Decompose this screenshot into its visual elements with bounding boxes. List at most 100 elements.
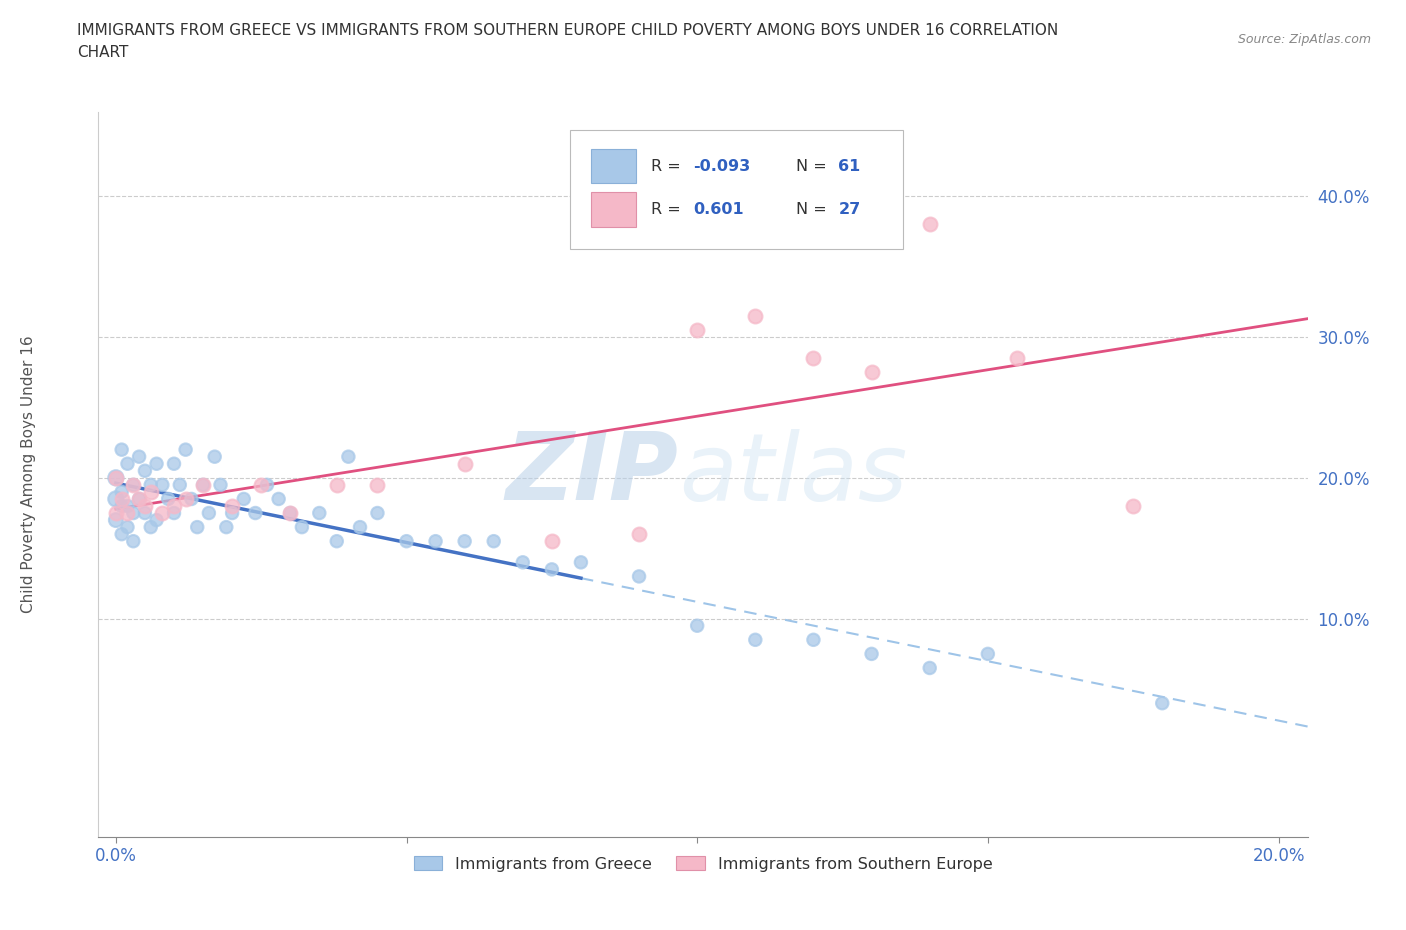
- Point: [278, 506, 301, 521]
- Point: [117, 506, 139, 521]
- Point: [860, 365, 883, 379]
- Text: Source: ZipAtlas.com: Source: ZipAtlas.com: [1237, 33, 1371, 46]
- Point: [122, 534, 145, 549]
- Point: [163, 457, 186, 472]
- Point: [150, 477, 173, 492]
- Point: [326, 477, 349, 492]
- Bar: [591, 149, 637, 183]
- Point: [180, 492, 202, 507]
- Point: [145, 457, 167, 472]
- Point: [174, 442, 197, 457]
- Point: [482, 534, 505, 549]
- Point: [204, 449, 226, 464]
- Y-axis label: Child Poverty Among Boys Under 16: Child Poverty Among Boys Under 16: [21, 336, 37, 613]
- Point: [139, 520, 162, 535]
- Text: R =: R =: [651, 158, 686, 174]
- Text: -0.093: -0.093: [693, 158, 751, 174]
- Point: [232, 492, 254, 507]
- Point: [111, 485, 134, 499]
- Text: 61: 61: [838, 158, 860, 174]
- Point: [256, 477, 278, 492]
- Point: [803, 632, 825, 647]
- Point: [134, 506, 156, 521]
- Point: [628, 526, 651, 541]
- Point: [1152, 696, 1174, 711]
- Point: [686, 323, 709, 338]
- Point: [191, 477, 214, 492]
- Point: [198, 506, 221, 521]
- Text: atlas: atlas: [679, 429, 907, 520]
- Point: [308, 506, 330, 521]
- Text: IMMIGRANTS FROM GREECE VS IMMIGRANTS FROM SOUTHERN EUROPE CHILD POVERTY AMONG BO: IMMIGRANTS FROM GREECE VS IMMIGRANTS FRO…: [77, 23, 1059, 38]
- Point: [117, 520, 139, 535]
- Point: [128, 449, 150, 464]
- Point: [366, 477, 388, 492]
- Point: [104, 471, 127, 485]
- Point: [512, 555, 534, 570]
- Point: [245, 506, 267, 521]
- Point: [186, 520, 208, 535]
- Point: [104, 471, 127, 485]
- Text: CHART: CHART: [77, 45, 129, 60]
- Point: [366, 506, 388, 521]
- Point: [122, 477, 145, 492]
- Point: [337, 449, 360, 464]
- Text: R =: R =: [651, 202, 686, 217]
- Text: 27: 27: [838, 202, 860, 217]
- Point: [540, 534, 562, 549]
- Point: [163, 506, 186, 521]
- Text: N =: N =: [796, 202, 832, 217]
- Point: [122, 477, 145, 492]
- Point: [453, 534, 475, 549]
- Point: [1005, 351, 1028, 365]
- Point: [111, 442, 134, 457]
- Point: [221, 506, 243, 521]
- Point: [267, 492, 290, 507]
- Point: [157, 492, 180, 507]
- Point: [139, 485, 162, 499]
- Point: [744, 632, 766, 647]
- Point: [111, 526, 134, 541]
- Point: [918, 217, 941, 232]
- Text: ZIP: ZIP: [506, 429, 679, 520]
- Text: 0.601: 0.601: [693, 202, 744, 217]
- Point: [628, 569, 651, 584]
- Point: [425, 534, 447, 549]
- Point: [326, 534, 349, 549]
- Legend: Immigrants from Greece, Immigrants from Southern Europe: Immigrants from Greece, Immigrants from …: [406, 848, 1000, 880]
- Point: [128, 492, 150, 507]
- Point: [453, 457, 475, 472]
- FancyBboxPatch shape: [569, 130, 903, 249]
- Point: [349, 520, 371, 535]
- Point: [111, 498, 134, 513]
- Point: [139, 477, 162, 492]
- Point: [209, 477, 232, 492]
- Point: [250, 477, 273, 492]
- Point: [744, 309, 766, 324]
- Text: N =: N =: [796, 158, 832, 174]
- Point: [134, 463, 156, 478]
- Point: [117, 457, 139, 472]
- Point: [117, 498, 139, 513]
- Point: [150, 506, 173, 521]
- Point: [540, 562, 562, 577]
- Point: [686, 618, 709, 633]
- Point: [215, 520, 238, 535]
- Point: [104, 492, 127, 507]
- Point: [174, 492, 197, 507]
- Point: [104, 506, 127, 521]
- Point: [221, 498, 243, 513]
- Bar: [591, 193, 637, 227]
- Point: [111, 492, 134, 507]
- Point: [977, 646, 1000, 661]
- Point: [122, 506, 145, 521]
- Point: [128, 492, 150, 507]
- Point: [395, 534, 418, 549]
- Point: [104, 512, 127, 527]
- Point: [191, 477, 214, 492]
- Point: [918, 660, 941, 675]
- Point: [134, 498, 156, 513]
- Point: [145, 512, 167, 527]
- Point: [803, 351, 825, 365]
- Point: [569, 555, 592, 570]
